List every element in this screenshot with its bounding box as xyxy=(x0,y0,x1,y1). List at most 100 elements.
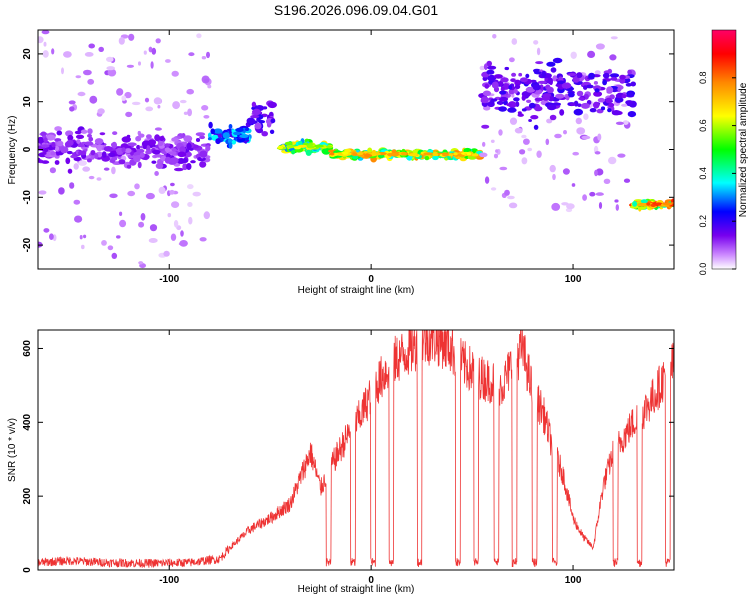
heatmap-signal-blob xyxy=(499,96,508,102)
heatmap-noise-blob xyxy=(145,192,155,200)
heatmap-signal-blob xyxy=(262,106,268,110)
heatmap-signal-blob xyxy=(625,100,634,105)
heatmap-core-blob xyxy=(329,152,335,156)
heatmap-signal-blob xyxy=(168,151,177,155)
heatmap-noise-blob xyxy=(73,163,79,170)
heatmap-noise-blob xyxy=(484,176,490,184)
y-tick-label: 10 xyxy=(22,96,33,108)
heatmap-noise-blob xyxy=(594,151,601,155)
heatmap-noise-blob xyxy=(571,183,576,187)
heatmap-noise-blob xyxy=(192,191,201,197)
heatmap-signal-blob xyxy=(608,102,615,108)
heatmap-core-blob xyxy=(646,202,651,206)
heatmap-signal-blob xyxy=(222,132,230,139)
heatmap-noise-blob xyxy=(149,224,158,232)
heatmap-signal-blob xyxy=(521,108,527,112)
heatmap-noise-blob xyxy=(170,182,175,187)
heatmap-noise-blob xyxy=(125,111,133,118)
heatmap-signal-blob xyxy=(75,134,85,139)
heatmap-signal-blob xyxy=(583,85,588,90)
heatmap-noise-blob xyxy=(179,240,188,247)
heatmap-noise-blob xyxy=(201,105,209,111)
heatmap-noise-blob xyxy=(157,104,161,109)
y-tick-label: -20 xyxy=(22,237,33,252)
heatmap-signal-blob xyxy=(195,138,201,142)
heatmap-noise-blob xyxy=(144,97,150,103)
heatmap-noise-blob xyxy=(61,67,64,75)
heatmap-signal-blob xyxy=(152,149,161,155)
heatmap-noise-blob xyxy=(167,213,172,218)
heatmap-noise-blob xyxy=(575,117,582,125)
heatmap-signal-blob xyxy=(207,137,212,141)
heatmap-noise-blob xyxy=(84,52,94,57)
heatmap-noise-blob xyxy=(507,195,515,200)
heatmap-noise-blob xyxy=(593,81,599,85)
heatmap-noise-blob xyxy=(69,182,75,189)
heatmap-signal-blob xyxy=(632,201,638,207)
heatmap-signal-blob xyxy=(136,144,141,150)
heatmap-core-blob xyxy=(453,152,458,156)
heatmap-noise-blob xyxy=(595,43,605,50)
heatmap-signal-blob xyxy=(164,143,171,148)
heatmap-core-blob xyxy=(400,152,408,156)
heatmap-signal-blob xyxy=(164,156,172,164)
heatmap-signal-blob xyxy=(246,117,256,125)
heatmap-noise-blob xyxy=(207,84,212,89)
heatmap-core-blob xyxy=(326,145,333,149)
heatmap-signal-blob xyxy=(628,91,633,98)
heatmap-signal-blob xyxy=(101,151,107,158)
heatmap-signal-blob xyxy=(87,133,92,138)
heatmap-signal-blob xyxy=(565,95,570,101)
heatmap-noise-blob xyxy=(566,203,575,210)
heatmap-signal-blob xyxy=(145,150,152,155)
heatmap-noise-blob xyxy=(77,91,86,97)
heatmap-noise-blob xyxy=(51,48,55,55)
heatmap-signal-blob xyxy=(80,129,88,134)
heatmap-noise-blob xyxy=(604,7,610,12)
heatmap-signal-blob xyxy=(546,61,556,67)
heatmap-noise-blob xyxy=(81,244,85,250)
heatmap-noise-blob xyxy=(138,221,145,228)
heatmap-signal-blob xyxy=(525,73,530,79)
heatmap-y-axis: -20 -10 0 10 20 xyxy=(22,48,674,252)
heatmap-signal-blob xyxy=(605,97,612,104)
heatmap-noise-blob xyxy=(119,211,123,216)
heatmap-signal-blob xyxy=(41,144,50,148)
heatmap-core-blob xyxy=(466,152,472,156)
heatmap-signal-blob xyxy=(169,157,179,164)
heatmap-noise-blob xyxy=(490,187,497,191)
y-tick-label: 200 xyxy=(22,487,33,504)
heatmap-noise-blob xyxy=(609,54,617,61)
heatmap-noise-blob xyxy=(603,178,611,184)
heatmap-signal-blob xyxy=(508,85,513,90)
heatmap-y-label: Frequency (Hz) xyxy=(7,116,18,185)
heatmap-noise-blob xyxy=(587,50,596,59)
colorbar-tick-label: 0.8 xyxy=(698,72,708,85)
heatmap-signal-blob xyxy=(42,151,47,155)
heatmap-signal-blob xyxy=(499,90,507,95)
heatmap-signal-blob xyxy=(199,150,208,158)
heatmap-noise-blob xyxy=(490,139,495,143)
colorbar-label: Normalized spectral amplitude xyxy=(738,82,749,217)
heatmap-noise-blob xyxy=(572,151,579,156)
heatmap-signal-blob xyxy=(109,159,116,163)
heatmap-signal-blob xyxy=(56,130,63,136)
heatmap-noise-blob xyxy=(514,127,523,134)
colorbar-tick-label: 0.2 xyxy=(698,215,708,228)
heatmap-noise-blob xyxy=(203,115,210,119)
heatmap-signal-blob xyxy=(321,148,331,155)
heatmap-signal-blob xyxy=(186,142,192,150)
heatmap-signal-blob xyxy=(267,101,277,109)
heatmap-signal-blob xyxy=(127,154,135,159)
heatmap-signal-blob xyxy=(54,160,60,165)
heatmap-signal-blob xyxy=(541,70,547,78)
heatmap-signal-blob xyxy=(528,102,536,109)
heatmap-noise-blob xyxy=(591,16,595,22)
heatmap-noise-blob xyxy=(43,228,50,233)
heatmap-noise-blob xyxy=(171,201,180,209)
heatmap-signal-blob xyxy=(124,148,132,154)
heatmap-signal-blob xyxy=(498,106,507,112)
y-tick-label: 0 xyxy=(22,567,33,573)
heatmap-signal-blob xyxy=(205,145,211,152)
